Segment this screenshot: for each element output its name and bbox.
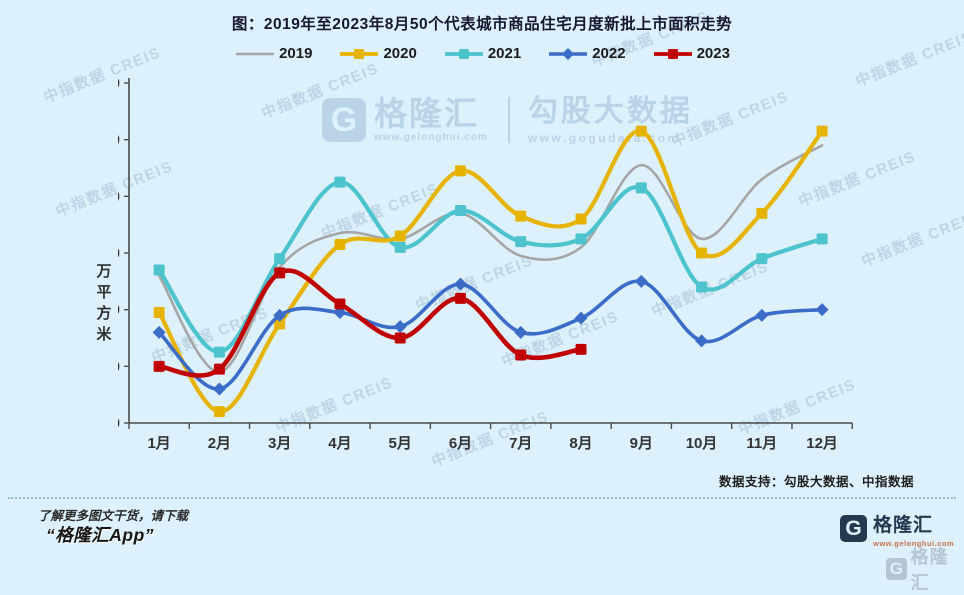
series-line-2023 [156, 268, 584, 378]
series-line-2019 [157, 144, 824, 374]
series-marker-2022 [695, 334, 709, 348]
y-axis-title: 万平方米 [96, 263, 112, 343]
series-marker-2021 [575, 233, 587, 245]
legend-item-2020: 2020 [338, 45, 417, 62]
y-tick-label: 6000 [118, 76, 120, 92]
x-tick-label: 1月 [147, 435, 170, 452]
creis-watermark-text: 中指数据 CREIS [859, 207, 964, 271]
series-marker-2020 [635, 125, 647, 137]
legend-label-2021: 2021 [487, 45, 522, 62]
series-marker-2022 [273, 308, 287, 322]
x-tick-label: 12月 [806, 435, 838, 452]
gelonghui-corner-brand: 格隆汇 [910, 547, 949, 593]
legend-label-2020: 2020 [383, 45, 417, 62]
series-marker-2022 [755, 308, 769, 322]
series-marker-2020 [816, 125, 828, 137]
line-chart: 0 1000 2000 3000 4000 5000 6000 1月 2月 3月 4月 5月 6月 7月 8… [118, 76, 853, 452]
series-marker-2022 [212, 382, 226, 396]
legend-item-2019: 2019 [234, 45, 312, 62]
legend-swatch-2023 [653, 48, 692, 59]
legend-label-2019: 2019 [279, 45, 313, 62]
series-line-2020 [157, 129, 825, 414]
series-marker-2022 [393, 320, 407, 334]
series-marker-2021 [274, 253, 286, 265]
series-marker-2023 [274, 267, 286, 279]
legend-item-2021: 2021 [443, 45, 521, 62]
x-tick-label: 3月 [268, 435, 291, 452]
series-marker-2020 [394, 230, 406, 242]
series-marker-2022 [514, 325, 528, 339]
x-tick-label: 10月 [686, 435, 718, 452]
series-marker-2022 [815, 303, 829, 317]
series-marker-2021 [213, 346, 225, 358]
series-marker-2023 [213, 363, 225, 375]
series-marker-2023 [394, 332, 406, 344]
series-marker-2020 [515, 210, 527, 222]
infographic-root: 中指数据 CREIS 中指数据 CREIS 中指数据 CREIS 中指数据 CREIS… [0, 8, 964, 593]
y-tick-label: 5000 [118, 133, 120, 149]
series-marker-2020 [454, 165, 466, 177]
gelonghui-corner-icon: G [886, 558, 907, 580]
series-marker-2021 [334, 176, 346, 188]
legend-label-2023: 2023 [696, 45, 730, 62]
footer-divider [8, 497, 956, 499]
y-tick-label: 3000 [118, 246, 120, 262]
x-tick-label: 11月 [746, 435, 777, 452]
footer-note: 了解更多图文干货，请下载 [38, 509, 189, 523]
gelonghui-logo-text: 格隆汇 www.gelonghui.com [873, 515, 954, 548]
series-marker-2020 [756, 207, 768, 219]
series-marker-2020 [213, 406, 225, 418]
x-tick-label: 7月 [509, 435, 532, 452]
series-marker-2021 [816, 233, 828, 245]
x-tick-label: 9月 [630, 435, 653, 452]
series-marker-2021 [515, 236, 527, 248]
chart-legend: 2019 2020 2021 2022 2023 [0, 45, 964, 62]
series-marker-2023 [454, 292, 466, 304]
legend-label-2022: 2022 [592, 45, 626, 62]
series-marker-2020 [575, 213, 587, 225]
series-marker-2023 [334, 298, 346, 310]
series-marker-2022 [574, 311, 588, 325]
gelonghui-logo-brand: 格隆汇 [873, 515, 934, 536]
series-marker-2023 [575, 343, 587, 355]
series-marker-2020 [274, 318, 286, 330]
x-tick-label: 4月 [328, 435, 351, 452]
series-marker-2023 [153, 360, 165, 372]
y-tick-label: 4000 [118, 189, 120, 205]
x-tick-label: 2月 [208, 435, 231, 452]
series-marker-2021 [394, 241, 406, 253]
gelonghui-logo-icon: G [840, 515, 867, 542]
series-marker-2021 [635, 182, 647, 194]
legend-item-2023: 2023 [652, 45, 730, 62]
y-tick-label: 1000 [118, 359, 120, 375]
series-marker-2021 [696, 281, 708, 293]
y-tick-label: 0 [118, 416, 120, 432]
y-tick-label: 2000 [118, 303, 120, 319]
legend-swatch-2021 [444, 48, 483, 59]
series-marker-2020 [696, 247, 708, 259]
gelonghui-logo-url: www.gelonghui.com [873, 538, 955, 548]
series-marker-2021 [153, 264, 165, 276]
data-support-note: 数据支持：勾股大数据、中指数据 [718, 475, 914, 489]
series-marker-2023 [515, 349, 527, 361]
series-marker-2021 [454, 205, 466, 216]
gelonghui-corner-watermark: G 格隆汇 [886, 543, 964, 595]
legend-swatch-2022 [549, 47, 588, 60]
x-tick-label: 6月 [449, 435, 472, 452]
chart-title: 图：2019年至2023年8月50个代表城市商品住宅月度新批上市面积走势 [231, 16, 733, 33]
legend-swatch-2020 [340, 48, 379, 59]
gelonghui-logo: G 格隆汇 www.gelonghui.com [840, 515, 954, 548]
footer-app-name: “格隆汇App” [46, 525, 155, 545]
x-tick-label: 5月 [389, 435, 412, 452]
series-marker-2022 [634, 274, 648, 288]
x-tick-label: 8月 [569, 435, 592, 452]
series-marker-2020 [334, 239, 346, 250]
series-marker-2022 [453, 277, 467, 291]
legend-swatch-2019 [236, 52, 275, 55]
legend-item-2022: 2022 [547, 45, 626, 62]
series-marker-2021 [756, 253, 768, 265]
series-marker-2022 [152, 325, 166, 339]
series-marker-2020 [153, 307, 165, 318]
